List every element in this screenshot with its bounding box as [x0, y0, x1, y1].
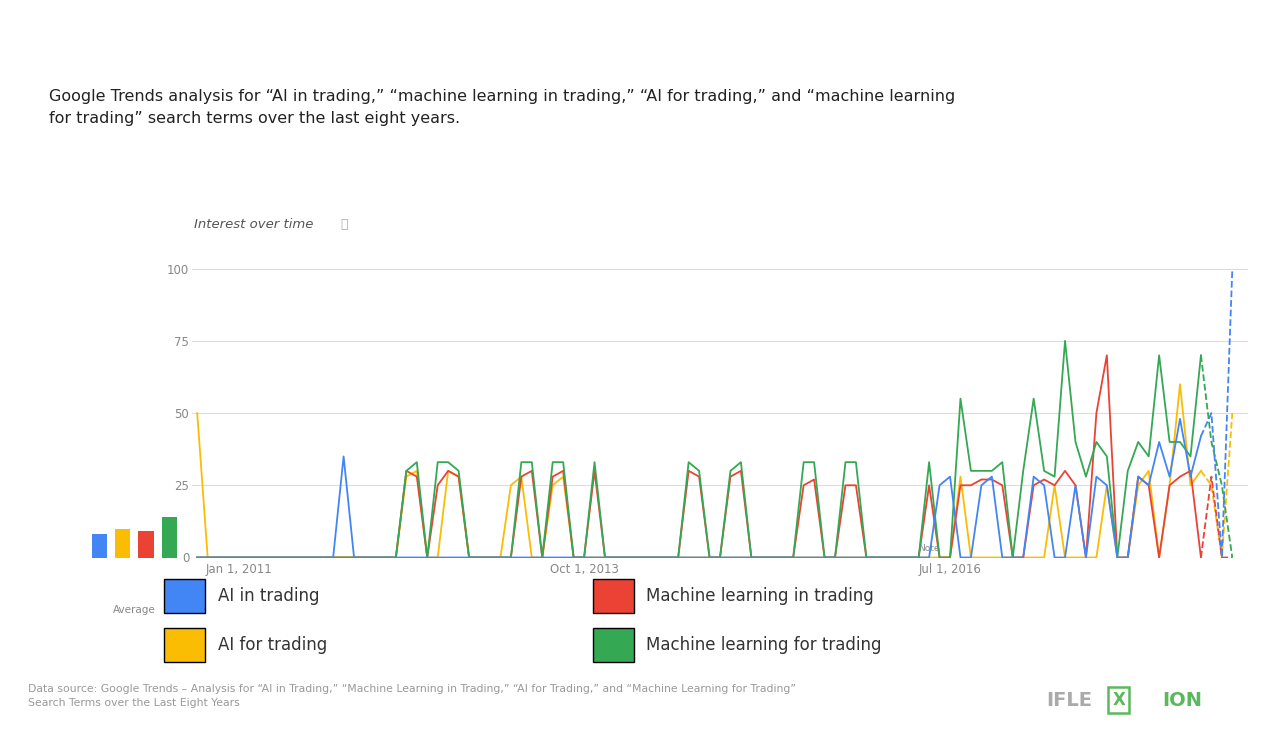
Text: Google Trends analysis for “AI in trading,” “machine learning in trading,” “AI f: Google Trends analysis for “AI in tradin… — [49, 89, 955, 127]
Text: Note: Note — [918, 544, 940, 553]
Bar — [161, 517, 177, 558]
Text: AI in trading: AI in trading — [218, 587, 319, 605]
Text: AI for trading: AI for trading — [218, 636, 326, 654]
Bar — [138, 531, 154, 558]
Bar — [115, 528, 131, 558]
Text: Machine learning in trading: Machine learning in trading — [646, 587, 874, 605]
FancyBboxPatch shape — [593, 629, 634, 662]
Text: GOOGLE TRENDS ANALYSIS FOR AI-RELATED TERMS: GOOGLE TRENDS ANALYSIS FOR AI-RELATED TE… — [28, 22, 873, 50]
Text: X: X — [1112, 691, 1125, 709]
Text: IFLE: IFLE — [1046, 690, 1092, 710]
Text: Interest over time: Interest over time — [195, 218, 314, 230]
Text: ⓘ: ⓘ — [340, 218, 348, 230]
Text: Average: Average — [113, 605, 156, 615]
Text: ION: ION — [1162, 690, 1202, 710]
FancyBboxPatch shape — [164, 579, 205, 612]
Bar — [92, 534, 108, 558]
Text: Machine learning for trading: Machine learning for trading — [646, 636, 882, 654]
FancyBboxPatch shape — [593, 579, 634, 612]
FancyBboxPatch shape — [164, 629, 205, 662]
Text: Data source: Google Trends – Analysis for “AI in Trading,” “Machine Learning in : Data source: Google Trends – Analysis fo… — [28, 684, 796, 708]
